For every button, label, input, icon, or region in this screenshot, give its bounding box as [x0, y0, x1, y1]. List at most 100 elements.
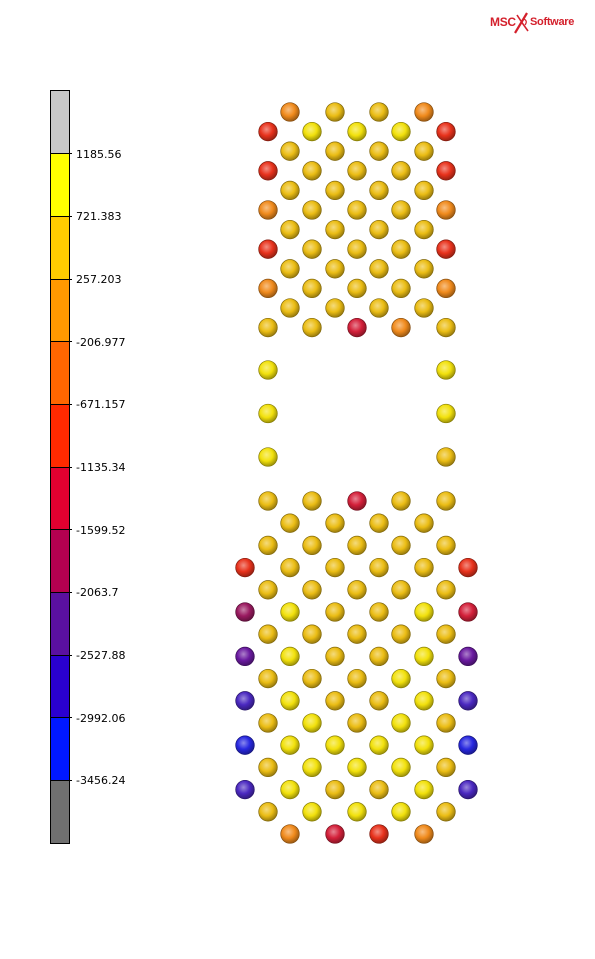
node-sphere	[280, 219, 300, 240]
legend-tick	[50, 717, 72, 719]
legend-color-band	[51, 341, 69, 405]
legend-value-label: -2527.88	[76, 649, 126, 662]
legend-color-band	[51, 91, 69, 155]
node-sphere	[258, 802, 278, 822]
color-legend-bar	[50, 90, 70, 844]
node-sphere	[258, 624, 278, 644]
node-sphere	[235, 779, 255, 800]
node-sphere	[258, 668, 278, 689]
node-sphere	[302, 713, 322, 733]
node-sphere	[369, 557, 389, 578]
node-sphere	[325, 141, 345, 161]
node-sphere	[302, 121, 322, 142]
node-sphere	[369, 141, 389, 161]
legend-value-label: -2992.06	[76, 711, 126, 725]
node-sphere	[258, 491, 278, 511]
node-sphere	[436, 360, 456, 380]
logo-swoosh-icon	[514, 12, 529, 34]
legend-tick	[50, 215, 72, 217]
node-sphere	[258, 121, 278, 142]
node-sphere	[258, 757, 278, 778]
node-sphere	[302, 161, 322, 181]
node-sphere	[414, 141, 434, 161]
legend-tick	[50, 591, 72, 593]
node-sphere	[369, 513, 389, 533]
node-sphere	[458, 646, 478, 667]
node-sphere	[302, 491, 322, 511]
node-sphere	[391, 121, 411, 142]
node-sphere	[369, 259, 389, 279]
node-sphere	[325, 102, 345, 122]
node-sphere	[302, 535, 322, 556]
node-sphere	[258, 535, 278, 556]
legend-value-label: 257.203	[76, 273, 122, 286]
node-sphere	[235, 646, 255, 667]
node-sphere	[347, 278, 367, 299]
node-sphere	[414, 259, 434, 279]
node-sphere	[369, 691, 389, 711]
legend-tick	[50, 341, 72, 343]
node-sphere	[347, 668, 367, 689]
node-sphere	[436, 278, 456, 299]
node-sphere	[280, 646, 300, 667]
node-sphere	[436, 535, 456, 556]
legend-tick	[50, 529, 72, 531]
node-sphere	[436, 403, 456, 424]
node-sphere	[302, 317, 322, 338]
node-sphere	[258, 360, 278, 380]
legend-color-band	[51, 592, 69, 656]
node-sphere	[414, 180, 434, 201]
node-sphere	[280, 102, 300, 122]
node-sphere	[325, 259, 345, 279]
node-sphere	[369, 824, 389, 844]
legend-value-label: -206.977	[76, 335, 126, 349]
node-sphere	[436, 713, 456, 733]
node-sphere	[391, 239, 411, 259]
node-sphere	[258, 161, 278, 181]
legend-color-band	[51, 153, 69, 217]
node-sphere	[325, 298, 345, 318]
node-sphere	[325, 602, 345, 622]
node-sphere	[280, 141, 300, 161]
node-sphere	[302, 239, 322, 259]
node-sphere	[325, 779, 345, 800]
node-sphere	[258, 239, 278, 259]
node-sphere	[436, 121, 456, 142]
node-sphere	[258, 447, 278, 467]
node-sphere	[436, 802, 456, 822]
node-sphere	[258, 580, 278, 600]
node-sphere	[325, 824, 345, 844]
node-sphere	[391, 757, 411, 778]
node-sphere	[436, 491, 456, 511]
node-sphere	[302, 580, 322, 600]
node-sphere	[280, 691, 300, 711]
node-sphere	[302, 278, 322, 299]
node-sphere	[414, 602, 434, 622]
node-sphere	[414, 219, 434, 240]
node-sphere	[391, 161, 411, 181]
node-sphere	[347, 121, 367, 142]
node-sphere	[436, 239, 456, 259]
node-sphere	[347, 161, 367, 181]
node-sphere	[280, 824, 300, 844]
node-sphere	[391, 535, 411, 556]
node-sphere	[436, 200, 456, 220]
node-sphere	[347, 491, 367, 511]
node-sphere	[280, 259, 300, 279]
node-sphere	[458, 557, 478, 578]
node-sphere	[258, 278, 278, 299]
node-sphere	[391, 278, 411, 299]
legend-color-band	[51, 717, 69, 781]
node-sphere	[280, 557, 300, 578]
legend-value-label: 721.383	[76, 210, 122, 224]
node-sphere	[347, 239, 367, 259]
node-sphere	[258, 317, 278, 338]
node-sphere	[302, 668, 322, 689]
node-sphere	[347, 317, 367, 338]
nodes-group	[235, 102, 478, 844]
node-sphere	[414, 691, 434, 711]
node-sphere	[436, 757, 456, 778]
node-sphere	[369, 735, 389, 755]
node-sphere	[414, 735, 434, 755]
node-sphere	[280, 779, 300, 800]
